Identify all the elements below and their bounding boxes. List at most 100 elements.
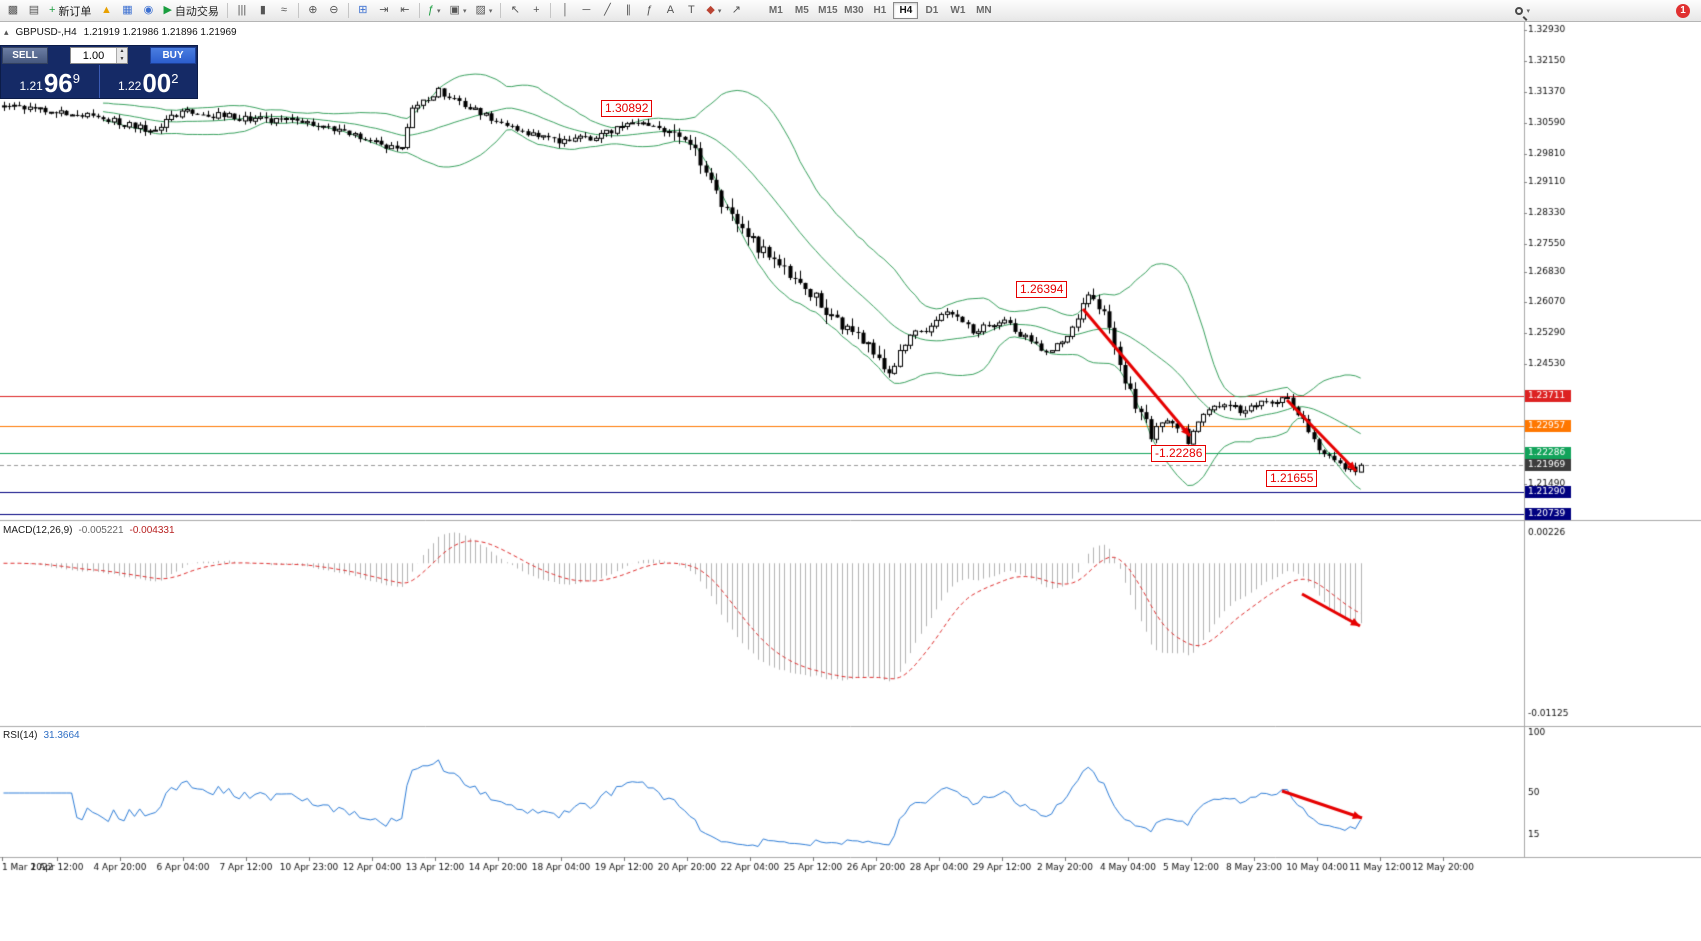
timeframe-group: M1 M5 M15 M30 H1 H4 D1 W1 MN [763, 2, 996, 19]
autotrading-button-label: 自动交易 [174, 5, 219, 18]
lot-size-input[interactable] [71, 48, 116, 63]
lot-decrease-button[interactable]: ▼ [117, 55, 127, 63]
toolbar-icon-group: ▩ ▤ + 新订单 ▲ ▦ ◉ ▶ 自动交易 ||| ▮ ≈ ⊕ ⊖ ⊞ ⇥ ⇤ ƒ ▾ ▣ ▾ ▨ ▾ ↖ + │ ─ ╱ ∥ ƒ A T ◆… [3, 2, 746, 20]
indicators-icon-caret: ▾ [437, 7, 441, 15]
text-icon[interactable]: A [660, 2, 680, 20]
cursor-icon[interactable]: ↖ [505, 2, 525, 20]
horizontal-line-icon[interactable]: ─ [576, 2, 596, 20]
arrows-icon: ↗ [731, 4, 741, 16]
chart-window: ▴ GBPUSD-,H4 1.21919 1.21986 1.21896 1.2… [0, 22, 1701, 941]
new-order-button[interactable]: + 新订单 [45, 2, 95, 20]
profile-cone-icon: ▲ [100, 4, 112, 16]
bars-chart-icon[interactable]: ||| [232, 2, 252, 20]
lot-size-field: ▲ ▼ [70, 47, 128, 64]
zoom-in-icon: ⊕ [308, 4, 318, 16]
periods-icon: ▣ [449, 4, 460, 16]
vertical-line-icon: │ [561, 4, 569, 16]
tile-windows-icon: ⊞ [358, 4, 368, 16]
vertical-line-icon[interactable]: │ [555, 2, 575, 20]
timeframe-h1[interactable]: H1 [867, 2, 892, 19]
new-chart-icon[interactable]: ▩ [3, 2, 23, 20]
new-order-button-label: 新订单 [58, 5, 92, 18]
templates-icon-caret: ▾ [488, 7, 493, 15]
timeframe-d1[interactable]: D1 [919, 2, 944, 19]
channel-icon[interactable]: ∥ [618, 2, 638, 20]
trade-widget-prices: 1.21 96 9 1.22 00 2 [1, 65, 197, 98]
profile-cone-icon[interactable]: ▲ [96, 2, 116, 20]
sell-button[interactable]: SELL [2, 47, 48, 64]
lot-spinner: ▲ ▼ [116, 48, 127, 63]
buy-button[interactable]: BUY [150, 47, 196, 64]
fibonacci-icon[interactable]: ƒ [639, 2, 659, 20]
timeframe-w1[interactable]: W1 [945, 2, 970, 19]
chart-list-icon: ▤ [28, 4, 40, 16]
text-icon: A [666, 4, 675, 16]
autotrading-button[interactable]: ▶ 自动交易 [159, 2, 222, 20]
bars-chart-icon: ||| [237, 4, 247, 16]
shapes-icon: ◆ [706, 4, 715, 16]
templates-icon[interactable]: ▨ ▾ [471, 2, 496, 20]
toolbar-divider [550, 3, 552, 18]
toolbar-divider [226, 3, 228, 18]
trendline-icon[interactable]: ╱ [597, 2, 617, 20]
toolbar: ▩ ▤ + 新订单 ▲ ▦ ◉ ▶ 自动交易 ||| ▮ ≈ ⊕ ⊖ ⊞ ⇥ ⇤ ƒ ▾ ▣ ▾ ▨ ▾ ↖ + │ ─ ╱ ∥ ƒ A T ◆… [0, 0, 1701, 22]
cursor-icon: ↖ [510, 4, 520, 16]
charts-tile-icon[interactable]: ▦ [117, 2, 137, 20]
sound-alert-icon: ◉ [143, 4, 154, 16]
sell-price[interactable]: 1.21 96 9 [1, 65, 99, 98]
line-chart-icon[interactable]: ≈ [274, 2, 294, 20]
buy-price[interactable]: 1.22 00 2 [98, 65, 198, 98]
autotrading-button: ▶ [163, 4, 172, 16]
chart-shift-icon[interactable]: ⇤ [395, 2, 415, 20]
sound-alert-icon[interactable]: ◉ [138, 2, 158, 20]
timeframe-m30[interactable]: M30 [841, 2, 866, 19]
trade-widget-controls: SELL ▲ ▼ BUY [1, 46, 197, 65]
price-chart-canvas[interactable] [0, 22, 1701, 941]
charts-tile-icon: ▦ [122, 4, 133, 16]
crosshair-icon: + [533, 4, 540, 16]
candles-chart-icon[interactable]: ▮ [253, 2, 273, 20]
fibonacci-icon: ƒ [646, 4, 653, 16]
sell-price-big: 96 [43, 68, 73, 98]
sell-price-sup: 9 [72, 71, 80, 86]
auto-scroll-icon: ⇥ [379, 4, 389, 16]
channel-icon: ∥ [625, 4, 632, 16]
buy-price-prefix: 1.22 [117, 79, 142, 93]
timeframe-m5[interactable]: M5 [789, 2, 814, 19]
label-icon[interactable]: T [681, 2, 701, 20]
zoom-out-icon[interactable]: ⊖ [324, 2, 344, 20]
search-button[interactable]: ▾ [1511, 2, 1534, 20]
notification-badge[interactable]: 1 [1676, 3, 1690, 18]
auto-scroll-icon[interactable]: ⇥ [374, 2, 394, 20]
toolbar-divider [297, 3, 299, 18]
timeframe-h4[interactable]: H4 [893, 2, 919, 19]
arrows-icon[interactable]: ↗ [726, 2, 746, 20]
periods-icon-caret: ▾ [462, 7, 467, 15]
toolbar-right-group: ▾ 1 [1511, 2, 1698, 20]
one-click-trading-widget: SELL ▲ ▼ BUY 1.21 96 9 1.22 [0, 45, 198, 99]
lot-increase-button[interactable]: ▲ [117, 48, 127, 56]
chart-list-icon[interactable]: ▤ [24, 2, 44, 20]
search-caret-icon: ▾ [1526, 7, 1530, 15]
indicators-icon[interactable]: ƒ ▾ [424, 2, 445, 20]
candles-chart-icon: ▮ [259, 4, 266, 16]
horizontal-line-icon: ─ [582, 4, 591, 16]
timeframe-m1[interactable]: M1 [763, 2, 788, 19]
search-icon [1515, 6, 1524, 15]
toolbar-divider [347, 3, 349, 18]
indicators-icon: ƒ [427, 4, 435, 16]
zoom-out-icon: ⊖ [329, 4, 339, 16]
periods-icon[interactable]: ▣ ▾ [446, 2, 471, 20]
tile-windows-icon[interactable]: ⊞ [353, 2, 373, 20]
chart-shift-icon: ⇤ [400, 4, 410, 16]
trendline-icon: ╱ [604, 4, 611, 16]
templates-icon: ▨ [475, 4, 486, 16]
buy-price-big: 00 [142, 68, 172, 98]
shapes-icon[interactable]: ◆ ▾ [702, 2, 725, 20]
zoom-in-icon[interactable]: ⊕ [303, 2, 323, 20]
timeframe-mn[interactable]: MN [971, 2, 996, 19]
crosshair-icon[interactable]: + [526, 2, 546, 20]
new-order-button: + [49, 4, 56, 16]
timeframe-m15[interactable]: M15 [815, 2, 840, 19]
sell-price-prefix: 1.21 [19, 79, 43, 93]
